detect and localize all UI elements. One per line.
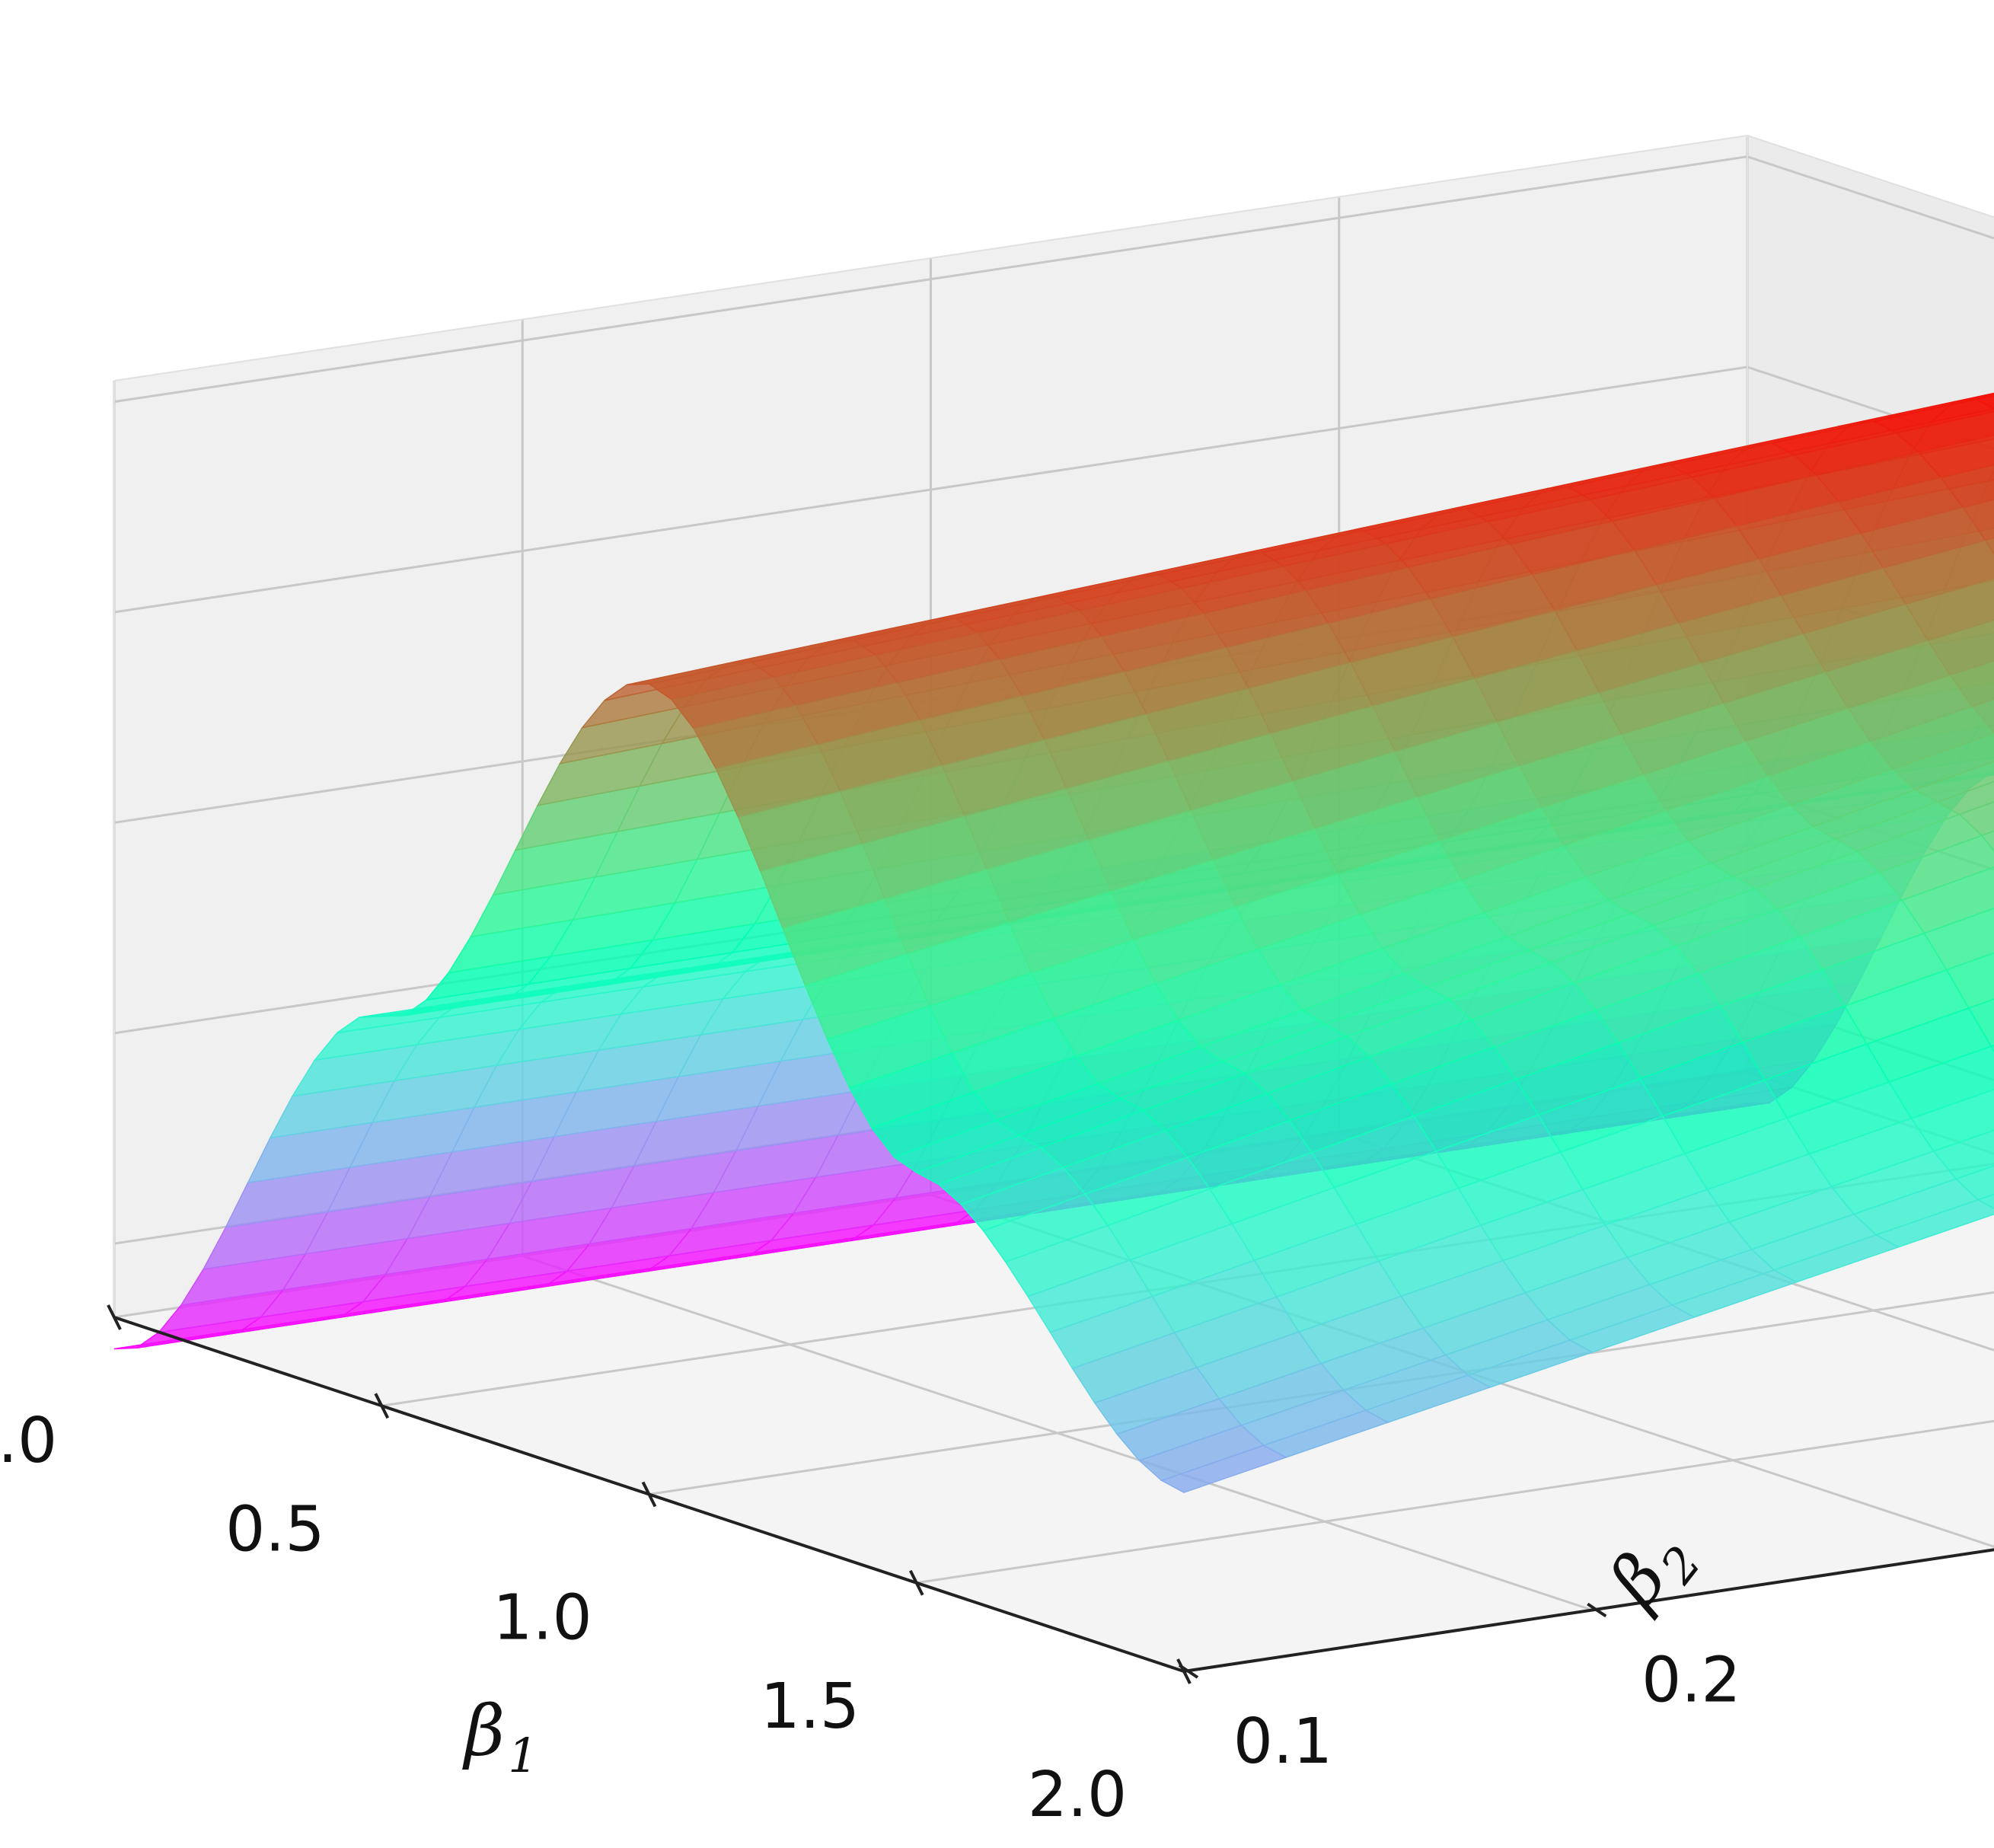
tick-labels: 0.00.51.01.52.00.10.20.30.40.50.20.40.60… — [0, 1405, 1741, 1831]
gridline-back-z — [1747, 155, 1994, 240]
gridline-floor-y — [522, 1255, 1593, 1611]
gridline-left-z — [113, 365, 1748, 614]
y-tick-label: 0.2 — [1641, 1645, 1740, 1717]
x-tick — [107, 1304, 122, 1330]
x-tick-label: 0.5 — [225, 1493, 324, 1566]
y-tick — [1178, 1664, 1199, 1679]
surface-facet — [1160, 1444, 1287, 1493]
gridline-left-z — [113, 155, 1748, 404]
x-tick-label: 0.0 — [0, 1405, 57, 1477]
y-axis-line — [1183, 1548, 1994, 1673]
x-tick — [641, 1481, 657, 1508]
x-tick-label: 2.0 — [1028, 1759, 1127, 1831]
pane-edge — [113, 135, 1748, 381]
surface-facet — [1980, 830, 1994, 852]
x-tick — [374, 1393, 390, 1419]
x-tick-label: 1.0 — [493, 1582, 592, 1655]
x-tick — [1176, 1658, 1192, 1684]
surface-mesh — [113, 392, 1994, 1493]
pane-edge — [1747, 135, 1994, 219]
x-axis-title: β1 — [462, 1690, 538, 1783]
x-tick — [908, 1569, 924, 1596]
tick-marks — [107, 1304, 1607, 1684]
x-tick-label: 1.5 — [761, 1671, 860, 1743]
y-tick — [1587, 1602, 1607, 1618]
y-tick-label: 0.1 — [1233, 1706, 1332, 1778]
